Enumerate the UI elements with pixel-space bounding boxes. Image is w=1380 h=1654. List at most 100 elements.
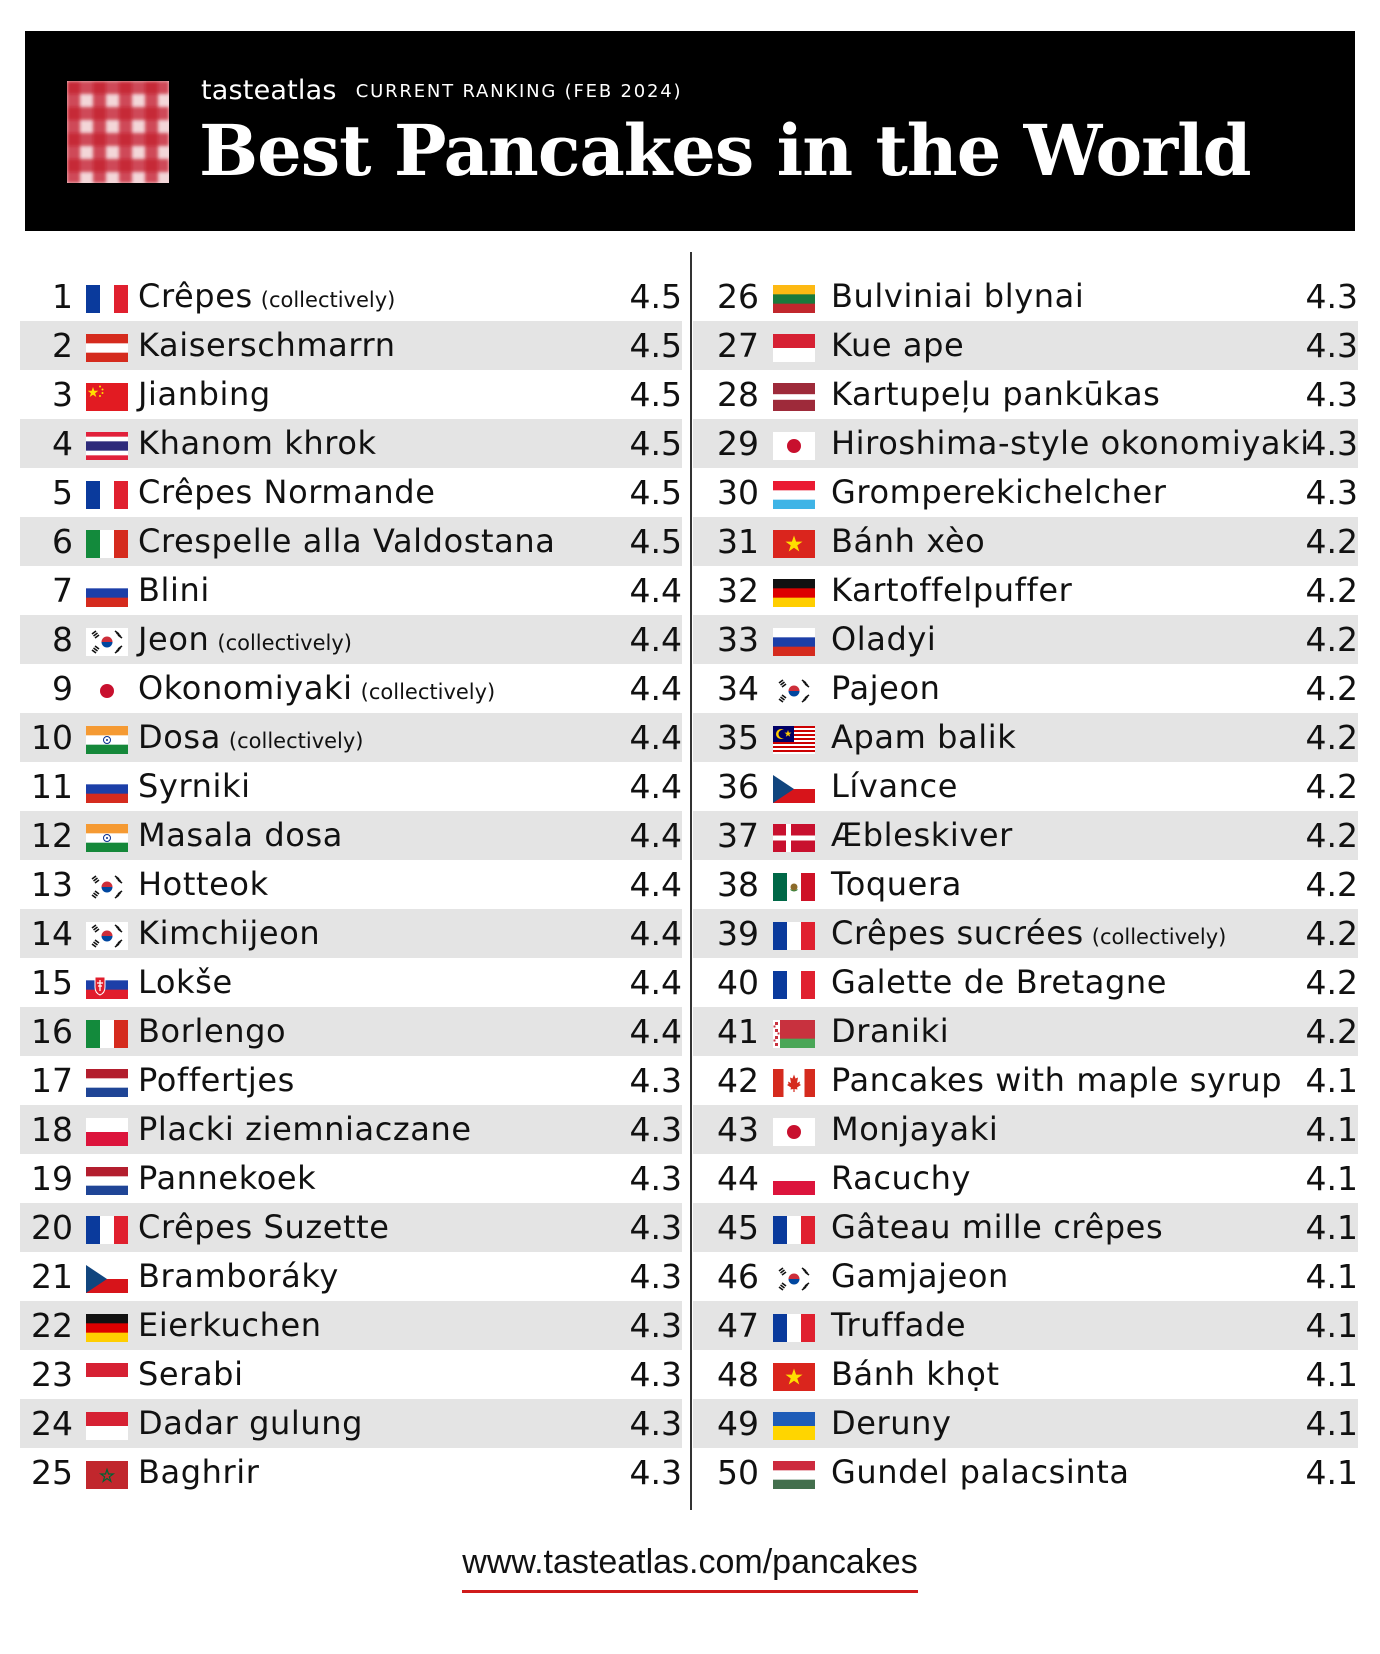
dish-label: Hotteok xyxy=(138,865,269,903)
brand-line: tasteatlas CURRENT RANKING (FEB 2024) xyxy=(201,75,682,106)
ranking-row: 33 Oladyi 4.2 xyxy=(693,615,1358,664)
dish-name[interactable]: Kue ape xyxy=(831,321,964,370)
dish-name[interactable]: Hiroshima-style okonomiyaki xyxy=(831,419,1310,468)
rank-number: 37 xyxy=(717,816,759,855)
dish-name[interactable]: Draniki xyxy=(831,1007,949,1056)
ranking-row: 27 Kue ape 4.3 xyxy=(693,321,1358,370)
dish-name[interactable]: Lívance xyxy=(831,762,958,811)
dish-name[interactable]: Racuchy xyxy=(831,1154,971,1203)
flag-italy-icon xyxy=(86,1020,128,1048)
dish-name[interactable]: Apam balik xyxy=(831,713,1016,762)
flag-germany-icon xyxy=(773,579,815,607)
dish-name[interactable]: Kaiserschmarrn xyxy=(138,321,396,370)
column-divider xyxy=(690,252,692,1510)
dish-name[interactable]: Crêpes Suzette xyxy=(138,1203,390,1252)
flag-france-icon xyxy=(773,971,815,999)
dish-name[interactable]: Gromperekichelcher xyxy=(831,468,1167,517)
dish-name[interactable]: Jianbing xyxy=(138,370,271,419)
dish-name[interactable]: Gamjajeon xyxy=(831,1252,1009,1301)
dish-name[interactable]: Khanom khrok xyxy=(138,419,377,468)
dish-name[interactable]: Kimchijeon xyxy=(138,909,320,958)
dish-label: Galette de Bretagne xyxy=(831,963,1168,1001)
rating-score: 4.2 xyxy=(1305,963,1358,1002)
dish-name[interactable]: Okonomiyaki (collectively) xyxy=(138,664,495,717)
dish-name[interactable]: Crêpes sucrées (collectively) xyxy=(831,909,1226,962)
dish-name[interactable]: Eierkuchen xyxy=(138,1301,322,1350)
rank-number: 6 xyxy=(52,522,73,561)
dish-label: Syrniki xyxy=(138,767,251,805)
dish-name[interactable]: Bánh khọt xyxy=(831,1350,1000,1399)
rank-number: 11 xyxy=(31,767,73,806)
dish-name[interactable]: Bánh xèo xyxy=(831,517,985,566)
dish-name[interactable]: Blini xyxy=(138,566,210,615)
ranking-row: 16 Borlengo 4.4 xyxy=(20,1007,682,1056)
dish-name[interactable]: Borlengo xyxy=(138,1007,286,1056)
dish-name[interactable]: Kartoffelpuffer xyxy=(831,566,1072,615)
dish-name[interactable]: Monjayaki xyxy=(831,1105,998,1154)
ranking-row: 13 Hotteok 4.4 xyxy=(20,860,682,909)
dish-name[interactable]: Placki ziemniaczane xyxy=(138,1105,472,1154)
rating-score: 4.3 xyxy=(629,1404,682,1443)
dish-label: Gundel palacsinta xyxy=(831,1453,1130,1491)
dish-label: Dosa xyxy=(138,718,221,756)
dish-name[interactable]: Bulviniai blynai xyxy=(831,272,1084,321)
dish-name[interactable]: Syrniki xyxy=(138,762,251,811)
rating-score: 4.3 xyxy=(629,1453,682,1492)
flag-japan-icon xyxy=(773,432,815,460)
dish-name[interactable]: Poffertjes xyxy=(138,1056,295,1105)
dish-name[interactable]: Jeon (collectively) xyxy=(138,615,352,668)
dish-label: Khanom khrok xyxy=(138,424,377,462)
dish-name[interactable]: Serabi xyxy=(138,1350,244,1399)
source-url-link[interactable]: www.tasteatlas.com/pancakes xyxy=(462,1543,918,1593)
dish-name[interactable]: Deruny xyxy=(831,1399,952,1448)
dish-name[interactable]: Gâteau mille crêpes xyxy=(831,1203,1163,1252)
ranking-row: 46 Gamjajeon 4.1 xyxy=(693,1252,1358,1301)
dish-label: Placki ziemniaczane xyxy=(138,1110,472,1148)
flag-japan-icon xyxy=(773,1118,815,1146)
dish-label: Pancakes with maple syrup xyxy=(831,1061,1283,1099)
dish-name[interactable]: Crêpes (collectively) xyxy=(138,272,395,325)
flag-thailand-icon xyxy=(86,432,128,460)
dish-name[interactable]: Gundel palacsinta xyxy=(831,1448,1130,1497)
dish-name[interactable]: Galette de Bretagne xyxy=(831,958,1167,1007)
dish-name[interactable]: Pancakes with maple syrup xyxy=(831,1056,1282,1105)
dish-name[interactable]: Dosa (collectively) xyxy=(138,713,364,766)
dish-name[interactable]: Kartupeļu pankūkas xyxy=(831,370,1160,419)
rank-number: 4 xyxy=(52,424,73,463)
rank-number: 25 xyxy=(31,1453,73,1492)
dish-name[interactable]: Bramboráky xyxy=(138,1252,339,1301)
dish-name[interactable]: Baghrir xyxy=(138,1448,260,1497)
dish-name[interactable]: Crespelle alla Valdostana xyxy=(138,517,555,566)
rating-score: 4.4 xyxy=(629,669,682,708)
rank-number: 23 xyxy=(31,1355,73,1394)
flag-belarus-icon xyxy=(773,1020,815,1048)
dish-label: Æbleskiver xyxy=(831,816,1013,854)
dish-name[interactable]: Toquera xyxy=(831,860,962,909)
dish-name[interactable]: Truffade xyxy=(831,1301,966,1350)
dish-label: Apam balik xyxy=(831,718,1017,756)
ranking-row: 5 Crêpes Normande 4.5 xyxy=(20,468,682,517)
dish-name[interactable]: Pannekoek xyxy=(138,1154,316,1203)
rating-score: 4.4 xyxy=(629,865,682,904)
dish-label: Kaiserschmarrn xyxy=(138,326,396,364)
ranking-row: 24 Dadar gulung 4.3 xyxy=(20,1399,682,1448)
rating-score: 4.4 xyxy=(629,1012,682,1051)
dish-name[interactable]: Dadar gulung xyxy=(138,1399,363,1448)
rank-number: 13 xyxy=(31,865,73,904)
dish-name[interactable]: Hotteok xyxy=(138,860,269,909)
dish-name[interactable]: Æbleskiver xyxy=(831,811,1013,860)
dish-name[interactable]: Oladyi xyxy=(831,615,936,664)
flag-indonesia-icon xyxy=(86,1412,128,1440)
dish-label: Deruny xyxy=(831,1404,952,1442)
dish-name[interactable]: Crêpes Normande xyxy=(138,468,436,517)
dish-name[interactable]: Lokše xyxy=(138,958,233,1007)
dish-name[interactable]: Masala dosa xyxy=(138,811,343,860)
ranking-row: 15 Lokše 4.4 xyxy=(20,958,682,1007)
flag-slovakia-icon xyxy=(86,971,128,999)
rank-number: 45 xyxy=(717,1208,759,1247)
flag-france-icon xyxy=(773,1314,815,1342)
ranking-row: 34 Pajeon 4.2 xyxy=(693,664,1358,713)
ranking-row: 19 Pannekoek 4.3 xyxy=(20,1154,682,1203)
dish-name[interactable]: Pajeon xyxy=(831,664,941,713)
ranking-row: 2 Kaiserschmarrn 4.5 xyxy=(20,321,682,370)
